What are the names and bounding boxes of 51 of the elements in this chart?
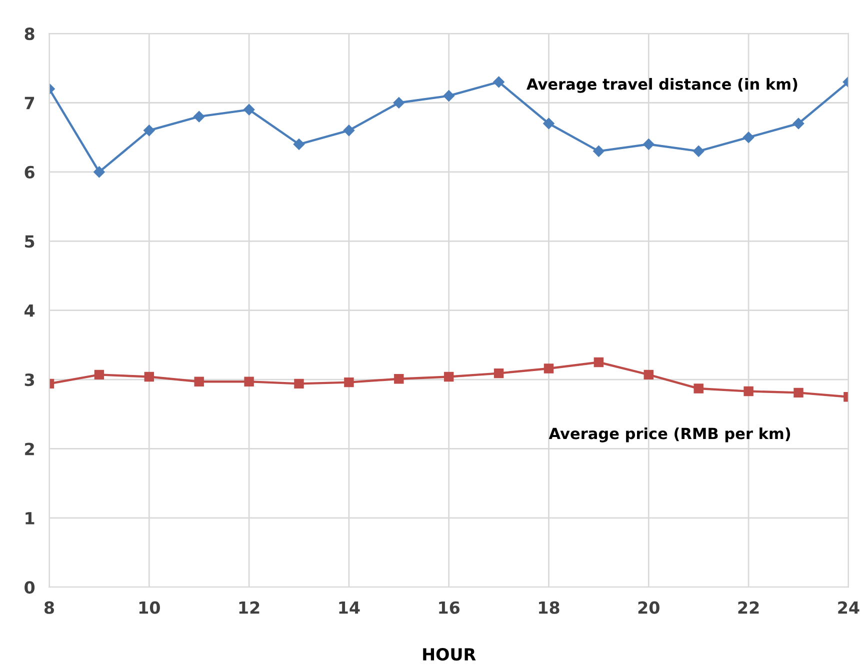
point <box>744 386 754 396</box>
y-tick-label: 1 <box>26 512 34 524</box>
point <box>144 372 154 382</box>
point <box>443 90 454 102</box>
y-tick-label: 7 <box>24 96 34 110</box>
y-tick-label: 5 <box>25 235 34 248</box>
point <box>794 388 804 398</box>
point <box>294 378 304 389</box>
point <box>544 364 554 374</box>
point <box>644 370 654 380</box>
point <box>692 146 704 157</box>
point <box>493 76 504 88</box>
point <box>343 124 355 136</box>
point <box>244 376 254 386</box>
point <box>543 118 554 130</box>
point <box>144 124 155 136</box>
x-tick-label: 16 <box>439 601 460 614</box>
x-tick-label: 18 <box>539 601 560 614</box>
point <box>344 377 354 388</box>
point <box>593 146 604 157</box>
point <box>94 166 105 178</box>
point <box>643 138 654 150</box>
x-tick-label: 12 <box>239 601 260 614</box>
point <box>393 97 405 108</box>
x-tick-label: 14 <box>339 602 360 614</box>
point <box>742 132 754 143</box>
point <box>694 384 704 394</box>
y-tick-label: 8 <box>24 28 34 40</box>
y-tick-label: 0 <box>24 581 35 594</box>
point <box>792 118 804 130</box>
x-tick-label: 24 <box>838 601 860 614</box>
point <box>494 368 504 378</box>
y-tick-label: 3 <box>24 373 34 386</box>
point <box>394 374 404 384</box>
point <box>594 357 604 368</box>
point <box>243 104 255 116</box>
point <box>94 370 104 380</box>
x-axis-title: HOUR <box>423 648 476 661</box>
x-tick-label: 20 <box>638 601 660 614</box>
point <box>193 110 205 122</box>
x-tick-label: 22 <box>738 601 759 614</box>
series-label: Average travel distance (in km) <box>526 78 798 93</box>
point <box>194 376 204 386</box>
point <box>293 138 305 150</box>
y-tick-label: 6 <box>24 166 34 179</box>
y-tick-label: 2 <box>25 442 34 456</box>
y-tick-label: 4 <box>24 304 35 317</box>
text: Average price (RMB per km) <box>548 427 790 442</box>
point <box>444 372 454 382</box>
x-tick-label: 8 <box>44 601 54 614</box>
x-tick-label: 10 <box>139 601 160 614</box>
